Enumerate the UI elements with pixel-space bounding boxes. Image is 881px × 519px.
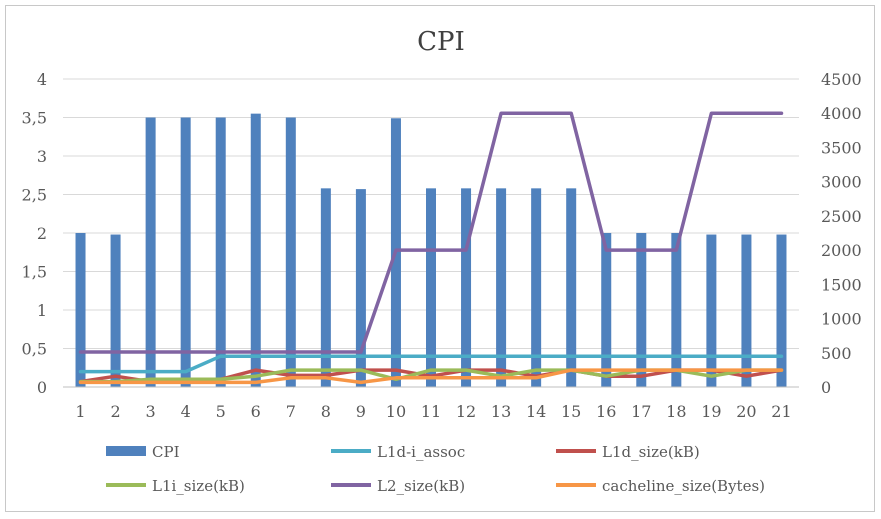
legend-entry: cacheline_size(Bytes) — [556, 477, 765, 495]
bar-cpi-14 — [531, 188, 542, 387]
x-tick-label: 8 — [321, 402, 331, 421]
y-right-tick-label: 2000 — [821, 241, 862, 260]
legend-entry: L2_size(kB) — [331, 477, 465, 495]
x-tick-label: 18 — [666, 402, 686, 421]
y-left-tick-label: 3 — [37, 147, 47, 166]
x-tick-label: 4 — [181, 402, 191, 421]
x-tick-label: 1 — [75, 402, 85, 421]
y-right-tick-label: 1500 — [821, 275, 862, 294]
chart-canvas: CPI 00,511,522,533,54 050010001500200025… — [22, 27, 862, 495]
y-left-tick-label: 3,5 — [22, 109, 47, 128]
x-tick-label: 17 — [631, 402, 651, 421]
bar-cpi-11 — [426, 188, 436, 387]
bar-cpi-3 — [145, 117, 156, 387]
x-tick-label: 12 — [456, 402, 476, 421]
y-right-tick-label: 500 — [821, 344, 852, 363]
x-tick-label: 6 — [251, 402, 261, 421]
bar-cpi-8 — [320, 188, 331, 387]
y-left-tick-label: 2 — [37, 224, 47, 243]
bar-cpi-21 — [776, 234, 787, 387]
y-left-tick-label: 0 — [37, 378, 47, 397]
chart-frame: CPI 0 0,5 1 1,5 2 2,5 3 3,5 4 0 500 1000 1500 2000 25… — [5, 5, 875, 512]
legend-label: L1d_size(kB) — [602, 443, 700, 461]
bar-cpi-19 — [706, 234, 717, 387]
x-tick-label: 13 — [491, 402, 511, 421]
y-left-tick-label: 2,5 — [22, 186, 47, 205]
y-left-tick-label: 1,5 — [22, 263, 47, 282]
bar-cpi-6 — [250, 113, 261, 388]
x-tick-label: 21 — [771, 402, 791, 421]
chart-title: CPI — [417, 27, 465, 57]
y-axis-right: 0 500 1000 1500 2000 2500 3000 3500 4000 4500 — [821, 70, 862, 397]
y-right-tick-label: 3000 — [821, 173, 862, 192]
line-series-l1d-i-assoc — [78, 354, 784, 374]
legend-entry: L1d_size(kB) — [556, 443, 700, 461]
legend-entry: L1i_size(kB) — [106, 477, 245, 495]
x-tick-label: 10 — [386, 402, 406, 421]
bar-cpi-9 — [355, 189, 366, 387]
y-left-tick-label: 1 — [37, 301, 47, 320]
bar-cpi-15 — [566, 188, 577, 387]
y-left-tick-label: 0,5 — [22, 340, 47, 359]
x-tick-label: 2 — [110, 402, 120, 421]
legend-label: L1d-i_assoc — [377, 443, 465, 461]
legend-label: L2_size(kB) — [377, 477, 465, 495]
y-right-tick-label: 4000 — [821, 104, 862, 123]
bar-cpi-20 — [741, 234, 752, 387]
line-series-l2-size-kb — [78, 111, 784, 354]
bar-cpi-16 — [601, 233, 612, 387]
bar-cpi-5 — [215, 117, 226, 387]
y-left-tick-label: 4 — [37, 70, 47, 89]
y-right-tick-label: 3500 — [821, 138, 862, 157]
x-tick-label: 7 — [286, 402, 296, 421]
bar-cpi-2 — [110, 234, 121, 387]
bar-cpi-7 — [285, 117, 296, 387]
legend: CPI L1d-i_assoc L1d_size(kB) L1i_size(kB) L2… — [106, 443, 765, 495]
legend-swatch — [106, 446, 146, 456]
bar-cpi-17 — [636, 233, 647, 387]
x-axis: 1 2 3 4 5 6 7 8 9 10 11 12 13 14 15 16 17 18 19 20 21 — [63, 386, 799, 421]
y-axis-left: 0 0,5 1 1,5 2 2,5 3 3,5 4 — [22, 70, 47, 397]
legend-label: L1i_size(kB) — [152, 477, 245, 495]
bar-cpi-1 — [75, 233, 86, 387]
legend-entry: CPI — [106, 443, 180, 461]
bar-cpi-18 — [671, 233, 682, 387]
x-tick-label: 20 — [736, 402, 756, 421]
x-tick-label: 5 — [216, 402, 226, 421]
line-series-cacheline-size-bytes — [78, 368, 784, 385]
x-tick-label: 16 — [596, 402, 616, 421]
bar-series-cpi — [75, 113, 787, 388]
bar-cpi-13 — [496, 188, 507, 387]
legend-label: CPI — [152, 443, 180, 461]
x-tick-label: 9 — [356, 402, 366, 421]
y-right-tick-label: 1000 — [821, 310, 862, 329]
bar-cpi-4 — [180, 117, 191, 387]
x-tick-label: 15 — [561, 402, 581, 421]
legend-label: cacheline_size(Bytes) — [602, 477, 765, 495]
line-series-group — [78, 111, 784, 385]
bar-cpi-12 — [461, 188, 472, 387]
y-right-tick-label: 4500 — [821, 70, 862, 89]
x-tick-label: 11 — [421, 402, 441, 421]
x-tick-label: 19 — [701, 402, 721, 421]
x-tick-label: 14 — [526, 402, 546, 421]
y-right-tick-label: 2500 — [821, 207, 862, 226]
legend-entry: L1d-i_assoc — [331, 443, 465, 461]
x-tick-label: 3 — [146, 402, 156, 421]
y-right-tick-label: 0 — [821, 378, 831, 397]
